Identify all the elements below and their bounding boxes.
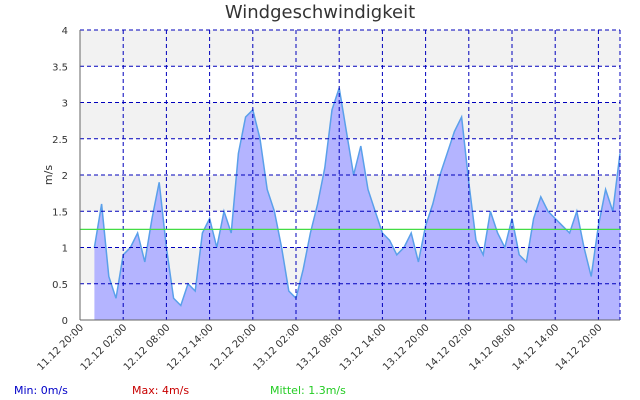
y-tick-label: 0.5 — [52, 280, 68, 291]
series-line — [93, 87, 621, 307]
stat-mean: Mittel: 1.3m/s — [270, 384, 346, 397]
y-tick-label: 3 — [62, 99, 68, 110]
chart-title: Windgeschwindigkeit — [224, 2, 416, 23]
stat-min: Min: 0m/s — [14, 384, 68, 397]
y-tick-label: 4 — [62, 26, 68, 37]
y-tick-label: 2 — [62, 171, 68, 182]
stat-max: Max: 4m/s — [132, 384, 190, 397]
plot-band — [80, 30, 620, 67]
axes-layer — [79, 30, 620, 321]
area-layer — [93, 87, 621, 320]
y-tick-label: 1.5 — [52, 207, 68, 218]
area-fill — [94, 88, 620, 320]
y-axis-label: m/s — [42, 165, 55, 185]
y-tick-label: 0 — [62, 316, 68, 327]
plot-band — [80, 102, 620, 139]
y-tick-label: 1 — [62, 244, 68, 255]
x-tick-label: 14.12 20:00 — [554, 322, 605, 373]
y-tick-label: 2.5 — [52, 135, 68, 146]
y-tick-label: 3.5 — [52, 62, 68, 73]
y-tick-labels: 0 0.5 1 1.5 2 2.5 3 3.5 4 — [52, 26, 68, 327]
